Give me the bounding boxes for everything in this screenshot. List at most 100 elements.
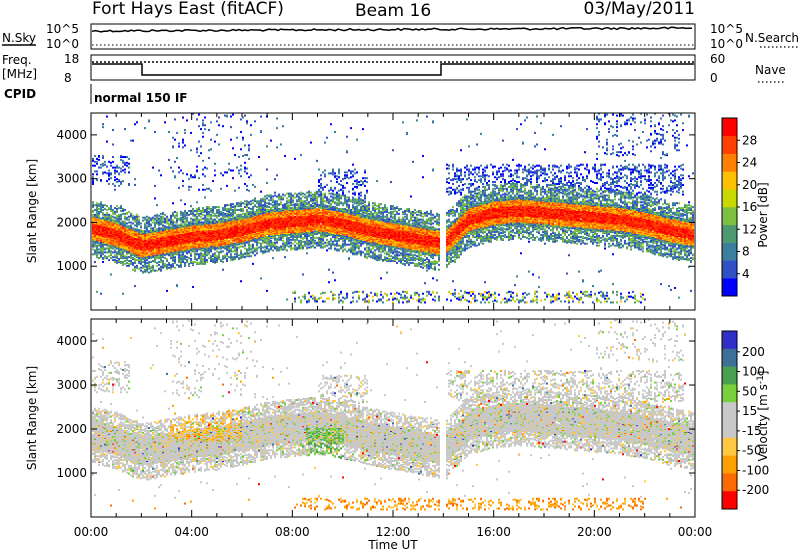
power-cell (232, 211, 234, 214)
power-cell (258, 246, 260, 249)
power-cell (210, 209, 212, 212)
power-cell (180, 169, 182, 172)
power-cell (250, 247, 252, 250)
power-cell (156, 253, 158, 256)
power-cell (152, 227, 154, 230)
power-cell (212, 180, 214, 183)
power-cell (156, 257, 158, 260)
power-cell (266, 242, 268, 245)
power-cell (150, 229, 152, 232)
power-cell (224, 218, 226, 221)
power-cell (184, 129, 186, 132)
power-cell (292, 242, 294, 245)
power-cell (134, 228, 136, 231)
power-cell (108, 219, 110, 222)
power-cell (112, 247, 114, 250)
power-cell (222, 208, 224, 211)
power-cell (292, 224, 294, 227)
power-cell (124, 220, 126, 223)
power-cell (150, 217, 152, 220)
power-cell (278, 226, 280, 229)
power-cell (98, 203, 100, 206)
power-cell (200, 215, 202, 218)
power-cell (200, 261, 202, 264)
power-cell (104, 160, 106, 163)
power-cell (112, 156, 114, 159)
power-cell (106, 205, 108, 208)
power-cell (166, 226, 168, 229)
power-cell (262, 208, 264, 211)
power-cell (226, 235, 228, 238)
power-cell (192, 208, 194, 211)
power-cell (166, 258, 168, 261)
power-cell (296, 235, 298, 238)
power-cell (196, 151, 198, 154)
power-cell (154, 217, 156, 220)
power-cell (102, 208, 104, 211)
power-cell (308, 246, 310, 249)
power-cell (266, 224, 268, 227)
power-cell (150, 250, 152, 253)
power-cell (250, 174, 252, 177)
power-cell (246, 229, 248, 232)
power-cell (288, 199, 290, 202)
power-cell (278, 229, 280, 232)
power-cell (258, 212, 260, 215)
power-cell (154, 214, 156, 217)
power-cell (146, 261, 148, 264)
power-cell (246, 120, 248, 123)
power-cell (306, 234, 308, 237)
power-cell (140, 266, 142, 269)
power-cell (92, 227, 94, 230)
power-cell (218, 258, 220, 261)
power-cell (118, 217, 120, 220)
power-cell (294, 157, 296, 160)
power-cell (236, 246, 238, 249)
power-cell (202, 208, 204, 211)
power-cell (144, 225, 146, 228)
power-cell (312, 294, 314, 297)
power-cell (252, 245, 254, 248)
power-cell (210, 245, 212, 248)
power-cell (114, 219, 116, 222)
power-cell (312, 236, 314, 239)
power-cell (158, 224, 160, 227)
power-cell (98, 208, 100, 211)
power-cell (136, 266, 138, 269)
power-cell (246, 122, 248, 125)
power-cell (198, 240, 200, 243)
power-cell (190, 220, 192, 223)
power-cell (204, 220, 206, 223)
power-cell (110, 164, 112, 167)
power-cell (274, 241, 276, 244)
power-cell (260, 246, 262, 249)
power-cell (194, 260, 196, 263)
power-cell (272, 195, 274, 198)
power-cell (202, 221, 204, 224)
power-cell (148, 253, 150, 256)
power-cell (188, 209, 190, 212)
power-cell (216, 220, 218, 223)
power-cell (158, 260, 160, 263)
power-cell (298, 198, 300, 201)
power-cell (180, 254, 182, 257)
power-cell (180, 220, 182, 223)
power-cell (178, 224, 180, 227)
power-cell (194, 222, 196, 225)
noise-tick-right-bottom: 10^0 (710, 37, 743, 51)
power-cell (122, 209, 124, 212)
power-cell (262, 209, 264, 212)
power-cell (218, 218, 220, 221)
power-cell (204, 225, 206, 228)
power-cell (248, 147, 250, 150)
power-cell (300, 154, 302, 157)
power-cell (208, 217, 210, 220)
power-cell (228, 213, 230, 216)
power-cell (176, 263, 178, 266)
power-cell (228, 249, 230, 252)
power-cell (114, 169, 116, 172)
power-cell (142, 230, 144, 233)
power-cell (238, 213, 240, 216)
power-cell (314, 241, 316, 244)
power-cell (216, 133, 218, 136)
